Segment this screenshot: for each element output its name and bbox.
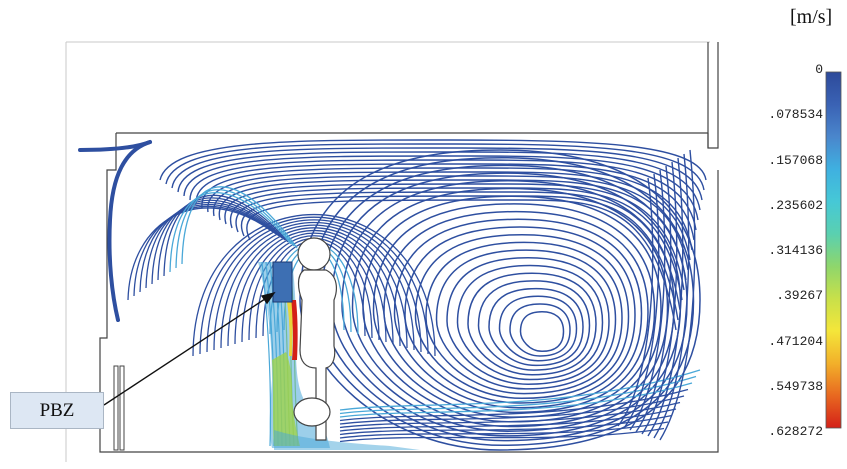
streamline-head-arc	[241, 232, 387, 343]
occupant-silhouette	[293, 237, 337, 441]
streamlines	[127, 139, 707, 451]
streamline-loop	[509, 303, 571, 357]
streamline-loop	[425, 241, 623, 395]
streamline-right-wall	[641, 161, 678, 435]
streamline-right-wall	[653, 153, 690, 439]
colorbar-tick: .314136	[768, 243, 823, 258]
streamline-head-arc	[199, 216, 429, 355]
streamline-left-arc	[169, 191, 292, 273]
streamline-loop	[372, 203, 656, 418]
streamline-loop	[446, 257, 610, 385]
streamline-loop	[488, 287, 584, 367]
streamline-floor	[339, 408, 677, 432]
colorbar-tick: .235602	[768, 197, 823, 213]
colorbar-tick: .549738	[768, 378, 823, 394]
streamline-right-wall	[635, 165, 672, 433]
room-outline	[99, 132, 719, 453]
streamline-loop	[456, 264, 604, 381]
streamline-upper	[165, 143, 705, 191]
streamline-upper	[201, 167, 693, 251]
streamline-head-arc	[206, 219, 422, 353]
streamline-head-arc	[234, 229, 394, 345]
pbz-callout-arrow	[103, 291, 276, 406]
streamline-right-wall	[617, 177, 654, 427]
occupant-knee	[293, 397, 331, 427]
streamline-left-arc	[175, 189, 295, 269]
streamline-loop	[414, 233, 630, 400]
streamline-left-arc	[157, 197, 286, 281]
colorbar-tick: .471204	[768, 333, 823, 349]
flow-warm-edge	[286, 296, 293, 356]
streamline-loop	[477, 280, 591, 371]
streamline-upper	[171, 147, 703, 201]
flow-plume-fast	[272, 352, 300, 446]
streamline-loop	[383, 210, 649, 414]
pbz-sensor	[272, 261, 293, 303]
streamline-upper	[177, 151, 701, 211]
colorbar-tick: .628272	[768, 424, 823, 439]
streamline-loop	[519, 310, 565, 353]
streamline-left-arc	[163, 194, 289, 277]
streamline-head-arc	[248, 235, 380, 341]
streamline-right-wall	[629, 169, 666, 431]
inlet-jet	[78, 140, 152, 322]
streamline-head-arc	[220, 224, 408, 349]
streamline-head-arc	[227, 227, 401, 347]
colorbar-tick: .078534	[768, 107, 823, 123]
streamline-floor	[339, 388, 689, 422]
colorbar-tick: 0	[815, 62, 823, 77]
velocity-colorbar	[825, 71, 842, 429]
pbz-callout-label: PBZ	[10, 392, 104, 429]
colorbar-tick: .39267	[776, 288, 823, 304]
streamline-right-wall	[647, 157, 684, 437]
streamline-loop	[467, 272, 597, 376]
streamline-upper	[218, 179, 687, 281]
fast-flow-region	[258, 262, 420, 450]
streamline-upper	[229, 187, 683, 301]
occupant-head	[297, 237, 331, 271]
streamline-loop	[435, 249, 617, 390]
streamline-right-wall	[659, 149, 696, 441]
flow-floor-jet	[274, 430, 420, 450]
floor-vent	[113, 365, 125, 451]
streamline-right-wall	[623, 173, 660, 429]
occupant-body	[297, 269, 337, 441]
streamline-floor	[339, 395, 685, 425]
streamline-head-arc	[213, 221, 415, 351]
streamline-loop	[498, 295, 578, 362]
streamline-floor	[339, 414, 673, 436]
streamline-upper	[240, 195, 679, 321]
streamline-floor	[339, 382, 693, 418]
streamline-upper	[195, 163, 695, 241]
unit-label: [m/s]	[790, 6, 833, 28]
streamline-floor	[339, 401, 681, 429]
streamline-upper	[159, 139, 707, 181]
streamline-loop	[404, 226, 636, 404]
exhaust-duct	[707, 42, 719, 149]
streamline-head-arc	[192, 214, 436, 357]
streamline-upper	[183, 155, 699, 221]
colorbar-tick: .157068	[768, 152, 823, 168]
streamline-floor	[339, 427, 665, 443]
streamline-loop	[299, 149, 701, 451]
streamline-left-arc	[181, 186, 298, 265]
colorbar-fill	[825, 71, 842, 429]
streamline-loop	[393, 218, 643, 409]
streamline-floor	[339, 421, 669, 439]
